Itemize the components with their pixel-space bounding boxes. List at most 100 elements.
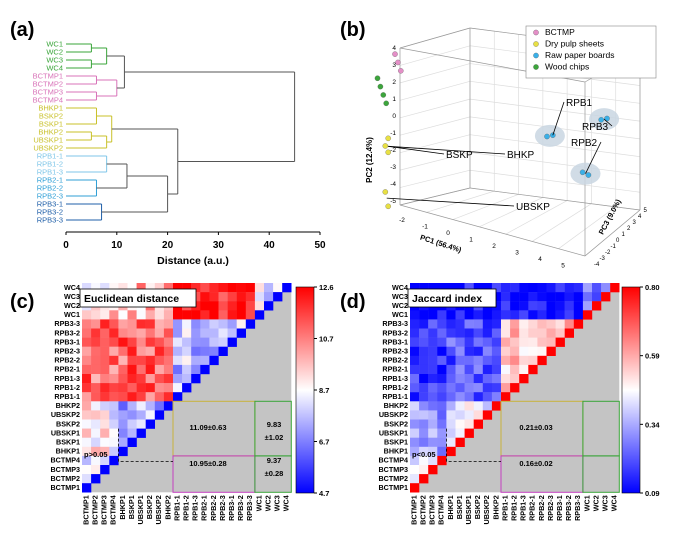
heatmap-cell [200, 310, 210, 320]
heatmap-cell [191, 319, 201, 329]
heatmap-cell [200, 337, 210, 347]
heatmap-cell [154, 337, 165, 347]
heatmap-cell [437, 355, 447, 366]
heatmap-cell [245, 310, 256, 320]
heatmap-row-label: BCTMP1 [378, 483, 408, 492]
heatmap-cell [127, 364, 137, 375]
heatmap-cell [437, 319, 447, 329]
heatmap-cell [218, 292, 228, 302]
heatmap-cell [573, 292, 584, 302]
heatmap-cell [127, 428, 137, 438]
heatmap-cell [537, 292, 547, 302]
heatmap-cell [145, 364, 155, 375]
heatmap-cell [100, 392, 110, 402]
heatmap-cell [546, 346, 556, 356]
pca-grid-line [469, 80, 641, 104]
heatmap-cell [510, 328, 520, 338]
heatmap-row-label: BCTMP1 [50, 483, 80, 492]
heatmap-cell [519, 283, 529, 293]
colorbar-tick-label: 4.7 [319, 489, 329, 498]
heatmap-cell [145, 392, 155, 402]
heatmap-cell [555, 319, 565, 329]
heatmap-cell [191, 283, 201, 293]
heatmap-cell [109, 446, 119, 457]
heatmap-col-label: BCTMP3 [100, 495, 109, 525]
heatmap-cell [227, 283, 237, 293]
pca-z-title: PC3 (9.0%) [597, 197, 623, 236]
heatmap-cell [100, 283, 110, 293]
heatmap-cell [145, 337, 155, 347]
pca-annotation: RPB2 [571, 138, 598, 149]
heatmap-cell [173, 392, 183, 402]
heatmap-cell [428, 383, 438, 393]
heatmap-cell [127, 319, 137, 329]
dendro-leaf-label: WC3 [46, 56, 63, 65]
pca-point [395, 59, 401, 66]
heatmap-cell [145, 346, 155, 356]
dendro-leaf-label: RPB2-1 [37, 176, 63, 185]
heatmap-cell [218, 301, 228, 311]
heatmap-cell [519, 346, 529, 356]
heatmap-cell [491, 392, 502, 402]
heatmap-cell [254, 310, 265, 320]
heatmap-cell [118, 310, 128, 320]
heatmap-cell [163, 319, 174, 329]
heatmap-cell [455, 437, 465, 447]
heatmap-cell [82, 364, 92, 375]
heatmap-cell [419, 319, 429, 329]
heatmap-cell [491, 364, 502, 375]
heatmap-cell [282, 283, 292, 293]
pca-grid-line [399, 45, 471, 66]
pca-annotation-leader [552, 101, 565, 136]
heatmap-cell [491, 328, 502, 338]
pca-grid-line [531, 203, 592, 242]
pca-z-tick-label: -4 [594, 262, 600, 268]
heatmap-cell [519, 374, 529, 384]
heatmap-row-label: RPB1-3 [54, 374, 80, 383]
pca-y-tick-label: -5 [390, 198, 396, 205]
heatmap-cell [100, 319, 110, 329]
heatmap-cell [109, 328, 119, 338]
heatmap-row-label: RPB3-2 [382, 328, 408, 337]
heatmap-cell [482, 364, 493, 375]
heatmap-cell [264, 292, 274, 302]
pca-x-tick-label: 3 [515, 250, 519, 257]
heatmap-cell [200, 355, 210, 366]
heatmap-cell [464, 364, 474, 375]
heatmap-cell [582, 283, 593, 293]
heatmap-cell [528, 319, 538, 329]
heatmap-col-label: RPB1-2 [509, 495, 518, 521]
heatmap-cell [510, 301, 520, 311]
heatmap-cell [419, 310, 429, 320]
heatmap-col-label: UBSKP2 [154, 495, 163, 524]
heatmap-cell [245, 301, 256, 311]
heatmap-cell [182, 319, 192, 329]
heatmap-cell [510, 337, 520, 347]
heatmap-col-label: RPB2-1 [528, 495, 537, 521]
heatmap-cell [510, 364, 520, 375]
heatmap-row-label: RPB3-3 [382, 319, 408, 328]
heatmap-cell [209, 346, 219, 356]
dendro-x-tick-label: 50 [314, 240, 326, 251]
heatmap-row-label: RPB2-3 [382, 347, 408, 356]
heatmap-row-label: WC3 [392, 292, 408, 301]
heatmap-row-label: RPB2-2 [54, 356, 80, 365]
heatmap-cell [510, 355, 520, 366]
pca-annotation: RPB1 [566, 98, 593, 109]
heatmap-cell [437, 392, 447, 402]
heatmap-pvalue-bracket [118, 428, 173, 462]
heatmap-col-label: WC2 [263, 495, 272, 511]
heatmap-cell [100, 328, 110, 338]
heatmap-col-label: UBSKP1 [464, 495, 473, 524]
heatmap-cell [482, 283, 493, 293]
heatmap-cell [564, 301, 574, 311]
heatmap-row-label: RPB3-2 [54, 328, 80, 337]
heatmap-cell [428, 392, 438, 402]
heatmap-cell [419, 410, 429, 420]
pca-y-tick-label: -1 [390, 130, 396, 137]
heatmap-cell [573, 319, 584, 329]
dendrogram-chart: WC1WC2WC3WC4BCTMP1BCTMP2BCTMP3BCTMP4BHKP… [33, 40, 326, 268]
heatmap-cell [182, 310, 192, 320]
heatmap-cell [136, 401, 146, 411]
dendro-leaf-label: WC4 [46, 64, 63, 73]
